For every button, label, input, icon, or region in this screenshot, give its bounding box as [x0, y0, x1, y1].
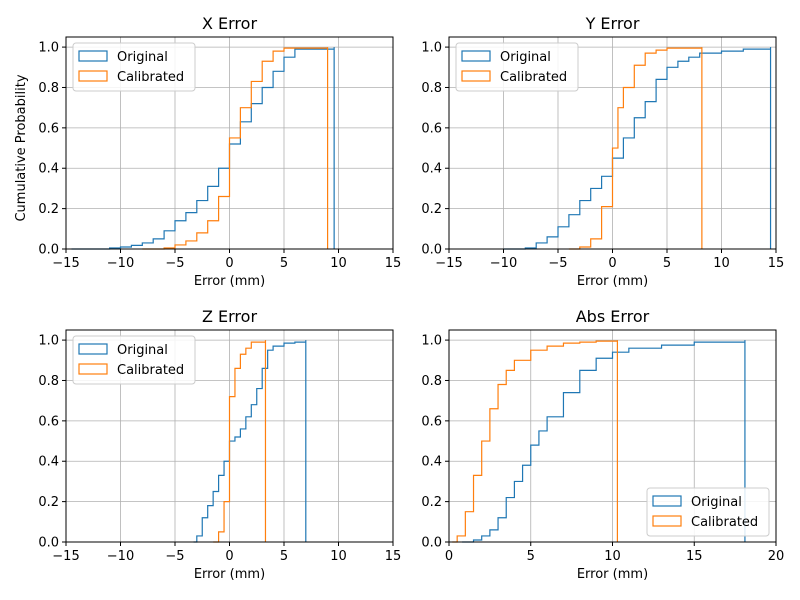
x-tick-label: −15 [52, 256, 79, 271]
x-tick-label: 15 [385, 256, 402, 271]
legend: Original Calibrated [72, 335, 196, 385]
series-line-original [71, 47, 335, 250]
legend-box [72, 335, 196, 385]
legend-label: Calibrated [500, 70, 567, 85]
x-tick-label: 0 [445, 549, 453, 564]
subplot-title: Abs Error [576, 307, 650, 326]
x-tick-label: −10 [490, 256, 517, 271]
x-axis-label: Error (mm) [194, 274, 265, 289]
y-tick-label: 0.4 [421, 162, 442, 177]
subplot-title: Z Error [202, 307, 257, 326]
legend-swatch-original [78, 50, 108, 62]
legend-label: Original [117, 343, 168, 358]
legend: Original Calibrated [646, 487, 770, 537]
subplot-title: X Error [202, 14, 257, 33]
subplot-title: Y Error [585, 14, 640, 33]
y-tick-label: 0.0 [421, 536, 442, 551]
x-tick-label: 5 [280, 549, 288, 564]
legend-swatch-original [652, 495, 682, 507]
y-tick-label: 0.4 [421, 455, 442, 470]
legend: Original Calibrated [455, 42, 579, 92]
legend-box [455, 42, 579, 92]
y-tick-label: 0.6 [38, 121, 59, 136]
y-tick-label: 0.8 [421, 374, 442, 389]
legend-box [646, 487, 770, 537]
series-line-original [193, 340, 307, 543]
x-tick-label: 20 [768, 549, 785, 564]
x-axis-label: Error (mm) [577, 274, 648, 289]
y-tick-label: 0.4 [38, 455, 59, 470]
legend-swatch-calibrated [461, 70, 491, 82]
legend-label: Original [691, 495, 742, 510]
x-tick-label: 10 [330, 256, 347, 271]
y-tick-label: 0.8 [38, 374, 59, 389]
legend-label: Calibrated [117, 70, 184, 85]
legend-swatch-calibrated [652, 515, 682, 527]
x-tick-label: 0 [608, 256, 616, 271]
y-tick-label: 0.6 [421, 121, 442, 136]
y-tick-label: 0.8 [421, 81, 442, 96]
x-tick-label: 0 [225, 549, 233, 564]
x-tick-label: −5 [548, 256, 567, 271]
y-tick-label: 0.0 [38, 536, 59, 551]
y-tick-label: 1.0 [38, 41, 59, 56]
subplot-3: −15 −10 −5 0 5 10 15 0.0 0.2 0.4 0.6 0.8 1.0 Z Error E… [38, 307, 401, 582]
subplot-4: 0 5 10 15 20 0.0 0.2 0.4 0.6 0.8 1.0 Abs Error Error… [421, 307, 784, 582]
legend-swatch-calibrated [78, 363, 108, 375]
subplot-1: −15 −10 −5 0 5 10 15 0.0 0.2 0.4 0.6 0.8 1.0 X Error E… [38, 14, 401, 289]
legend-swatch-original [461, 50, 491, 62]
x-tick-label: 10 [330, 549, 347, 564]
series-line-original [503, 47, 772, 250]
series-line-calibrated [452, 340, 618, 543]
series-line-original [462, 340, 746, 543]
series-line-calibrated [213, 340, 267, 543]
y-tick-label: 1.0 [38, 334, 59, 349]
x-tick-label: −10 [107, 549, 134, 564]
x-tick-label: −15 [435, 256, 462, 271]
y-tick-label: 0.2 [38, 202, 59, 217]
y-tick-label: 0.6 [421, 414, 442, 429]
subplot-2: −15 −10 −5 0 5 10 15 0.0 0.2 0.4 0.6 0.8 1.0 Y Error E… [421, 14, 784, 289]
x-tick-label: 15 [768, 256, 785, 271]
y-tick-label: 0.8 [38, 81, 59, 96]
series-line-calibrated [142, 47, 329, 250]
y-tick-label: 1.0 [421, 41, 442, 56]
x-axis-label: Error (mm) [577, 567, 648, 582]
x-tick-label: −15 [52, 549, 79, 564]
legend-swatch-original [78, 343, 108, 355]
x-tick-label: 0 [225, 256, 233, 271]
y-tick-label: 0.2 [421, 495, 442, 510]
x-tick-label: 5 [280, 256, 288, 271]
x-tick-label: 5 [527, 549, 535, 564]
y-tick-label: 0.0 [38, 243, 59, 258]
legend: Original Calibrated [72, 42, 196, 92]
x-tick-label: 10 [604, 549, 621, 564]
x-tick-label: −5 [165, 256, 184, 271]
x-tick-label: 15 [686, 549, 703, 564]
y-tick-label: 0.2 [421, 202, 442, 217]
legend-label: Original [117, 50, 168, 65]
x-tick-label: 10 [713, 256, 730, 271]
legend-label: Calibrated [691, 515, 758, 530]
x-tick-label: 15 [385, 549, 402, 564]
legend-swatch-calibrated [78, 70, 108, 82]
x-tick-label: −5 [165, 549, 184, 564]
x-tick-label: −10 [107, 256, 134, 271]
legend-box [72, 42, 196, 92]
x-tick-label: 5 [663, 256, 671, 271]
legend-label: Original [500, 50, 551, 65]
y-tick-label: 0.6 [38, 414, 59, 429]
legend-label: Calibrated [117, 363, 184, 378]
y-tick-label: 1.0 [421, 334, 442, 349]
series-line-calibrated [568, 47, 703, 250]
y-tick-label: 0.0 [421, 243, 442, 258]
y-tick-label: 0.4 [38, 162, 59, 177]
figure-ylabel: Cumulative Probability [14, 74, 29, 221]
y-tick-label: 0.2 [38, 495, 59, 510]
x-axis-label: Error (mm) [194, 567, 265, 582]
